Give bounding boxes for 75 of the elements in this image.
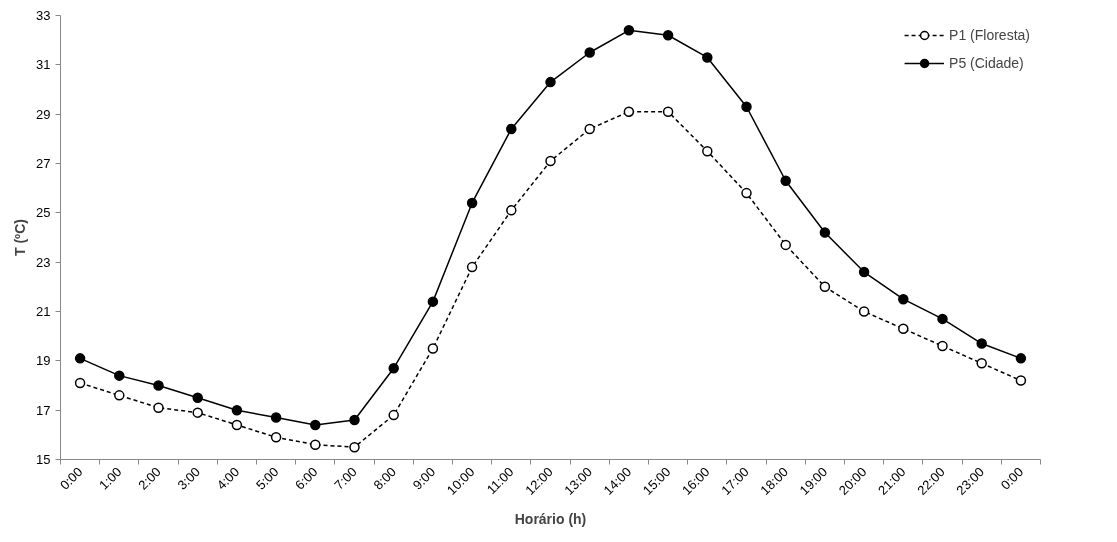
point: [858, 266, 870, 278]
point: [427, 296, 439, 307]
point: [270, 412, 282, 423]
x-tick-label: 0:00: [56, 464, 86, 493]
point: [976, 338, 987, 349]
point: [662, 106, 674, 117]
point: [702, 52, 713, 63]
y-tick-label: 21: [36, 304, 51, 319]
point: [506, 123, 517, 135]
x-tick-label: 2:00: [135, 464, 164, 493]
point: [114, 390, 125, 401]
point: [545, 76, 556, 88]
point: [623, 106, 635, 117]
point: [349, 441, 360, 453]
point: [662, 29, 674, 41]
y-tick-label: 19: [36, 353, 51, 369]
y-tick-label: 15: [36, 452, 51, 467]
point: [898, 293, 909, 305]
point: [937, 313, 948, 325]
point: [231, 419, 243, 431]
point: [584, 47, 595, 58]
point: [898, 323, 909, 335]
y-axis-title: T (ºC): [12, 218, 29, 256]
y-tick-label: 33: [36, 8, 51, 23]
x-tick-label: 4:00: [213, 464, 243, 493]
y-tick-label: 29: [36, 106, 51, 122]
point: [545, 155, 556, 167]
point: [310, 439, 321, 450]
y-tick-label: 27: [36, 156, 51, 171]
point: [976, 358, 987, 369]
y-tick-label: 17: [36, 402, 51, 418]
point: [231, 404, 243, 416]
point: [349, 414, 360, 426]
point: [819, 227, 831, 238]
x-tick-label: 5:00: [252, 464, 282, 493]
x-tick-label: 7:00: [331, 464, 360, 493]
point: [114, 370, 125, 381]
point: [858, 306, 870, 317]
point: [74, 377, 86, 389]
point: [74, 353, 86, 364]
point: [702, 145, 713, 157]
point: [584, 123, 595, 135]
x-tick-label: 3:00: [174, 464, 204, 493]
point: [310, 419, 321, 431]
legend-label: P1 (Floresta): [949, 27, 1030, 43]
point: [466, 197, 478, 209]
point: [780, 175, 791, 187]
x-tick-label: 1:00: [96, 464, 125, 493]
point: [153, 402, 164, 413]
point: [388, 409, 399, 421]
point: [1015, 375, 1027, 386]
point: [741, 187, 752, 199]
x-tick-label: 8:00: [370, 464, 400, 493]
point: [741, 101, 752, 113]
point: [466, 261, 478, 273]
y-tick-label: 25: [36, 205, 51, 221]
point: [427, 343, 439, 354]
point: [192, 407, 203, 418]
point: [388, 362, 399, 374]
point: [1015, 353, 1027, 364]
x-tick-label: 9:00: [409, 464, 439, 493]
point: [819, 281, 831, 293]
point: [937, 340, 948, 352]
point: [780, 239, 791, 251]
y-tick-label: 31: [36, 57, 51, 73]
legend-label: P5 (Cidade): [949, 55, 1024, 71]
point: [192, 392, 203, 404]
x-axis-title: Horário (h): [514, 511, 587, 528]
point: [623, 25, 635, 36]
point: [270, 432, 282, 443]
x-tick-label: 6:00: [292, 464, 321, 493]
point: [506, 205, 517, 216]
point: [153, 380, 164, 391]
x-tick-label: 0:00: [997, 464, 1027, 493]
y-tick-label: 23: [36, 254, 51, 270]
